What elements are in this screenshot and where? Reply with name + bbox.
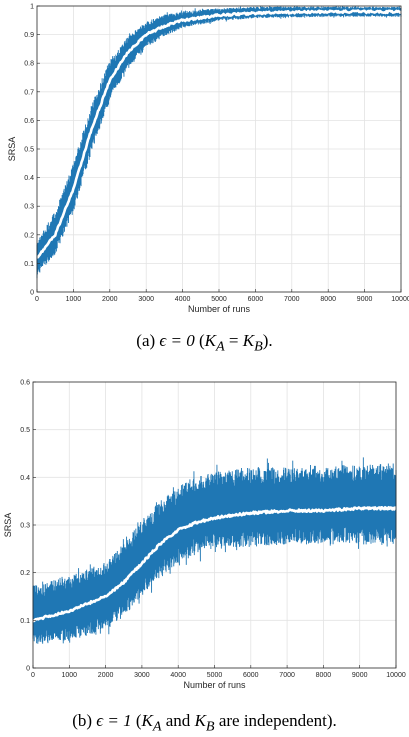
caption-a-eq: ϵ = 0 [159,331,195,350]
x-tick-label: 2000 [102,296,118,303]
y-tick-label: 0.1 [24,261,34,268]
y-tick-label: 0.3 [24,204,34,211]
y-tick-label: 0.9 [24,32,34,39]
x-tick-label: 5000 [207,672,223,679]
caption-b-close: are independent). [214,711,337,730]
caption-a-mid: = [224,331,243,350]
y-tick-label: 0 [26,666,30,673]
x-tick-label: 10000 [386,672,406,679]
caption-b-k2: K [194,711,206,730]
figure-b: 0 1000 2000 3000 4000 5000 6000 7000 8000 9000 100… [0,368,409,737]
caption-b-mid: and [161,711,195,730]
caption-b-prefix: (b) [72,711,97,730]
x-tick-label: 3000 [138,296,154,303]
chart-b: 0 1000 2000 3000 4000 5000 6000 7000 8000 9000 100… [3,380,406,691]
caption-a-open: ( [194,331,205,350]
figure-a: 0 1000 2000 3000 4000 5000 6000 7000 8000 9000 100… [0,0,409,356]
y-tick-label: 0.3 [20,523,30,530]
x-tick-label: 1000 [62,672,78,679]
chart-a: 0 1000 2000 3000 4000 5000 6000 7000 8000 9000 100… [7,4,409,315]
tick-labels: 0 1000 2000 3000 4000 5000 6000 7000 8000 9000 100… [20,380,406,680]
x-tick-label: 9000 [357,296,373,303]
y-tick-label: 1 [30,4,34,11]
y-tick-label: 0.1 [20,618,30,625]
x-tick-label: 0 [31,672,35,679]
x-axis-label: Number of runs [188,304,251,314]
tick-labels: 0 1000 2000 3000 4000 5000 6000 7000 8000 9000 100… [24,4,409,304]
y-tick-label: 0.4 [24,175,34,182]
y-tick-label: 0 [30,290,34,297]
caption-a-k1-sub: A [216,338,225,355]
x-tick-label: 6000 [243,672,259,679]
caption-a-k2: K [242,331,255,350]
y-tick-label: 0.5 [20,427,30,434]
caption-a-k1: K [204,331,217,350]
band-series [32,457,397,644]
y-tick-label: 0.6 [20,380,30,387]
x-tick-label: 4000 [175,296,191,303]
caption-a: (a) ϵ = 0 (KA = KB). [0,331,409,355]
caption-a-k2-sub: B [254,338,263,355]
y-tick-label: 0.2 [20,570,30,577]
mean-series [31,505,397,623]
x-tick-label: 6000 [248,296,264,303]
caption-b-k1: K [141,711,153,730]
caption-b-eq: ϵ = 1 [96,711,132,730]
x-tick-label: 10000 [391,296,409,303]
x-tick-label: 2000 [98,672,114,679]
y-axis-label: SRSA [3,513,13,538]
x-tick-label: 7000 [279,672,295,679]
y-tick-label: 0.6 [24,118,34,125]
caption-b: (b) ϵ = 1 (KA and KB are independent). [0,711,409,735]
caption-b-k1-sub: A [152,718,162,735]
caption-a-prefix: (a) [136,331,160,350]
x-tick-label: 0 [35,296,39,303]
x-tick-label: 8000 [316,672,332,679]
y-axis-label: SRSA [7,137,17,162]
y-tick-label: 0.5 [24,147,34,154]
mean-series [36,9,403,259]
caption-b-k2-sub: B [205,718,215,735]
x-tick-label: 8000 [320,296,336,303]
y-tick-label: 0.2 [24,232,34,239]
y-tick-label: 0.8 [24,61,34,68]
x-tick-label: 7000 [284,296,300,303]
x-tick-label: 3000 [134,672,150,679]
x-tick-label: 4000 [170,672,186,679]
y-tick-label: 0.4 [20,475,30,482]
grid [37,6,401,292]
caption-b-open: ( [131,711,142,730]
x-axis-label: Number of runs [183,680,246,690]
x-tick-label: 1000 [66,296,82,303]
x-tick-label: 5000 [211,296,227,303]
y-tick-label: 0.7 [24,89,34,96]
caption-a-close: ). [262,331,273,350]
x-tick-label: 9000 [352,672,368,679]
